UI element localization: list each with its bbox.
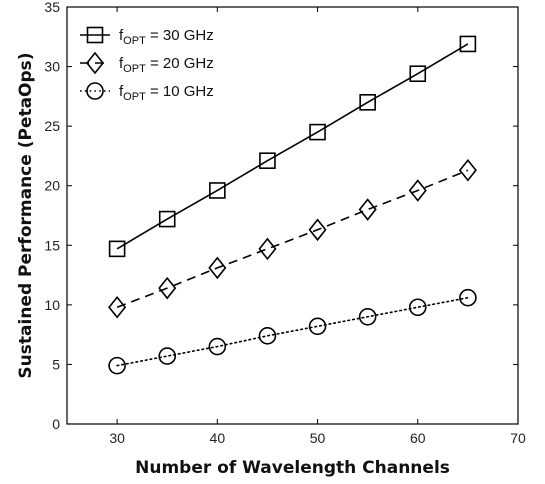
x-tick-label: 40	[210, 430, 226, 446]
data-point	[158, 347, 177, 365]
x-tick-label: 70	[510, 430, 526, 446]
series-3	[108, 288, 477, 375]
data-point	[158, 210, 176, 228]
data-point	[408, 179, 427, 202]
data-point	[108, 356, 126, 375]
plot-frame	[66, 6, 519, 425]
data-point	[258, 327, 277, 345]
series-line	[116, 43, 469, 250]
data-point	[358, 198, 377, 221]
x-tick-label: 60	[410, 430, 426, 446]
data-point	[208, 256, 227, 280]
legend-label: fOPT = 10 GHz	[119, 83, 214, 103]
legend-label-main: f	[119, 83, 124, 100]
legend-label-value: = 30 GHz	[146, 27, 214, 44]
legend-label: fOPT = 30 GHz	[119, 27, 214, 47]
legend-label-main: f	[119, 55, 124, 72]
legend-label: fOPT = 20 GHz	[119, 55, 214, 75]
data-point	[259, 152, 276, 169]
data-point	[158, 276, 177, 300]
data-point	[458, 158, 477, 182]
data-point	[358, 307, 377, 326]
series-2	[108, 158, 477, 319]
legend-marker	[86, 82, 104, 100]
data-point	[108, 295, 127, 319]
legend-entry-1: fOPT = 30 GHz	[80, 26, 214, 47]
legend-marker	[86, 26, 104, 44]
y-tick-label: 35	[44, 0, 60, 15]
legend-marker	[85, 51, 105, 75]
data-point	[409, 65, 427, 83]
series-line	[116, 296, 469, 367]
data-point	[459, 35, 477, 53]
legend-label-value: = 20 GHz	[146, 55, 214, 72]
y-tick-label: 10	[44, 297, 60, 313]
legend-label-value: = 10 GHz	[146, 83, 214, 100]
data-point	[459, 288, 477, 307]
x-tick-label: 50	[310, 430, 326, 446]
data-point	[208, 337, 227, 356]
data-point	[209, 182, 226, 199]
data-point	[309, 123, 326, 141]
y-tick-label: 5	[52, 356, 60, 372]
legend-entry-2: fOPT = 20 GHz	[80, 51, 214, 75]
plot-area	[108, 35, 477, 375]
data-point	[308, 218, 327, 242]
axes: 30 40 50 60 70 0 5 10 15 20 25 30 35	[44, 0, 526, 446]
legend-label-subscript: OPT	[123, 91, 146, 103]
x-axis-title: Number of Wavelength Channels	[135, 458, 450, 478]
legend-label-subscript: OPT	[123, 63, 146, 75]
y-tick-label: 15	[44, 237, 60, 253]
legend-entry-3: fOPT = 10 GHz	[80, 82, 214, 103]
data-point	[408, 298, 427, 317]
data-point	[258, 237, 277, 261]
legend-label-main: f	[119, 27, 124, 44]
y-tick-label: 30	[44, 59, 60, 75]
y-tick-label: 20	[44, 178, 60, 194]
y-axis-title: Sustained Performance (PetaOps)	[16, 52, 36, 378]
x-tick-label: 30	[109, 430, 125, 446]
y-tick-label: 25	[44, 118, 60, 134]
y-tick-label: 0	[52, 416, 60, 432]
data-point	[108, 240, 126, 258]
data-point	[359, 94, 376, 111]
legend-label-subscript: OPT	[123, 35, 146, 47]
series-line	[116, 169, 469, 308]
series-1	[108, 35, 477, 258]
data-point	[308, 317, 327, 336]
